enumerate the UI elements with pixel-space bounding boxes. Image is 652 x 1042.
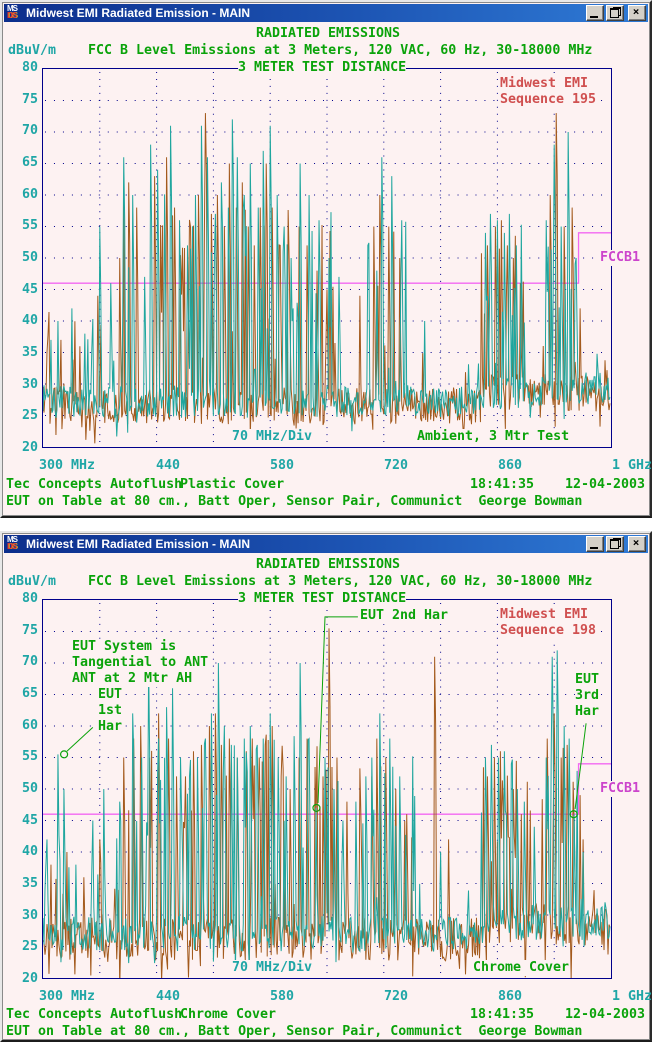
- y-axis-label: 45: [21, 282, 38, 297]
- x-axis-label: 1 GHz: [612, 989, 652, 1004]
- chart-note: Chrome Cover: [473, 960, 570, 976]
- plot-area: [42, 68, 612, 448]
- y-axis-label: 75: [21, 92, 38, 107]
- emission-window-1: MS DS Midwest EMI Radiated Emission - MAI…: [0, 0, 652, 518]
- titlebar[interactable]: MS DS Midwest EMI Radiated Emission - MAI…: [4, 535, 648, 553]
- x-axis-label: 300 MHz: [39, 458, 96, 473]
- footer-setup-line: EUT on Table at 80 cm., Batt Oper, Senso…: [6, 1024, 583, 1039]
- x-axis-label: 440: [156, 458, 181, 473]
- x-axis-label: 580: [270, 458, 295, 473]
- y-axis-label: 30: [21, 908, 38, 923]
- titlebar[interactable]: MS DS Midwest EMI Radiated Emission - MAI…: [4, 4, 648, 22]
- subtitle: FCC B Level Emissions at 3 Meters, 120 V…: [88, 43, 593, 58]
- footer-cover: Plastic Cover: [180, 477, 285, 492]
- footer-time: 18:41:35: [470, 477, 535, 492]
- subtitle: FCC B Level Emissions at 3 Meters, 120 V…: [88, 574, 593, 589]
- x-axis-label: 300 MHz: [39, 989, 96, 1004]
- spectrum-svg: [43, 602, 611, 978]
- footer-company: Tec Concepts Autoflush: [6, 477, 183, 492]
- footer-date: 12-04-2003: [565, 477, 646, 492]
- annotation-har3: Har: [575, 704, 600, 720]
- x-axis-label: 720: [384, 989, 409, 1004]
- x-axis-label: 720: [384, 458, 409, 473]
- footer-company: Tec Concepts Autoflush: [6, 1007, 183, 1022]
- chart-title: 3 METER TEST DISTANCE: [238, 591, 407, 607]
- y-axis-label: 20: [21, 440, 38, 455]
- watermark-line: Sequence 195: [500, 92, 597, 108]
- y-axis-label: 55: [21, 749, 38, 764]
- unit-label: dBuV/m: [8, 43, 57, 58]
- y-axis-label: 40: [21, 313, 38, 328]
- minimize-button[interactable]: [586, 5, 604, 21]
- annotation-har3: EUT: [575, 672, 600, 688]
- y-axis-label: 70: [21, 123, 38, 138]
- radiated-emissions-heading: RADIATED EMISSIONS: [255, 26, 401, 41]
- y-axis-label: 75: [21, 623, 38, 638]
- annotation-har2: EUT 2nd Har: [360, 608, 449, 624]
- msdos-icon[interactable]: MS DS: [7, 535, 18, 551]
- window-title: Midwest EMI Radiated Emission - MAIN: [26, 537, 251, 551]
- chart-title: 3 METER TEST DISTANCE: [238, 60, 407, 76]
- annotation-har3: 3rd: [575, 688, 600, 704]
- y-axis-label: 45: [21, 813, 38, 828]
- y-axis-label: 25: [21, 408, 38, 423]
- y-axis-label: 35: [21, 345, 38, 360]
- y-axis-label: 60: [21, 187, 38, 202]
- spectrum-svg: [43, 71, 611, 445]
- chart-note: Ambient, 3 Mtr Test: [417, 429, 570, 445]
- window-title: Midwest EMI Radiated Emission - MAIN: [26, 6, 251, 20]
- annotation-setup-line: ANT at 2 Mtr AH: [72, 671, 193, 687]
- emission-window-2: MS DS Midwest EMI Radiated Emission - MAI…: [0, 531, 652, 1042]
- watermark-line: Sequence 198: [500, 623, 597, 639]
- x-div-label: 70 MHz/Div: [232, 960, 313, 976]
- annotation-har1: Har: [98, 719, 123, 735]
- x-axis-label: 580: [270, 989, 295, 1004]
- y-axis-label: 25: [21, 939, 38, 954]
- x-axis-label: 440: [156, 989, 181, 1004]
- x-axis-label: 860: [498, 458, 523, 473]
- x-div-label: 70 MHz/Div: [232, 429, 313, 445]
- watermark-line: Midwest EMI: [500, 76, 589, 92]
- annotation-har1: 1st: [98, 703, 123, 719]
- y-axis-label: 30: [21, 377, 38, 392]
- y-axis-label: 40: [21, 844, 38, 859]
- msdos-icon[interactable]: MS DS: [7, 4, 18, 20]
- annotation-setup-line: EUT System is: [72, 639, 177, 655]
- footer-cover: Chrome Cover: [180, 1007, 277, 1022]
- restore-button[interactable]: [606, 5, 624, 21]
- x-axis-label: 1 GHz: [612, 458, 652, 473]
- y-axis-label: 50: [21, 781, 38, 796]
- annotation-setup-line: Tangential to ANT: [72, 655, 209, 671]
- y-axis-label: 65: [21, 155, 38, 170]
- y-axis-label: 80: [21, 60, 38, 75]
- footer-date: 12-04-2003: [565, 1007, 646, 1022]
- y-axis-label: 20: [21, 971, 38, 986]
- y-axis-label: 70: [21, 654, 38, 669]
- y-axis-label: 50: [21, 250, 38, 265]
- y-axis-label: 80: [21, 591, 38, 606]
- y-axis-label: 60: [21, 718, 38, 733]
- footer-setup-line: EUT on Table at 80 cm., Batt Oper, Senso…: [6, 494, 583, 509]
- x-axis-label: 860: [498, 989, 523, 1004]
- close-button[interactable]: ×: [628, 536, 646, 552]
- watermark-line: Midwest EMI: [500, 607, 589, 623]
- minimize-button[interactable]: [586, 536, 604, 552]
- y-axis-label: 55: [21, 218, 38, 233]
- y-axis-label: 35: [21, 876, 38, 891]
- footer-time: 18:41:35: [470, 1007, 535, 1022]
- y-axis-label: 65: [21, 686, 38, 701]
- fcc-limit-label: FCCB1: [600, 250, 641, 266]
- annotation-har1: EUT: [98, 687, 123, 703]
- fcc-limit-label: FCCB1: [600, 781, 641, 797]
- close-button[interactable]: ×: [628, 5, 646, 21]
- unit-label: dBuV/m: [8, 574, 57, 589]
- radiated-emissions-heading: RADIATED EMISSIONS: [255, 557, 401, 572]
- restore-button[interactable]: [606, 536, 624, 552]
